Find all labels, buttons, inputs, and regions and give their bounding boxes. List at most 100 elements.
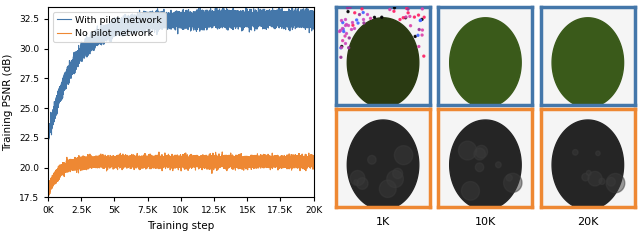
Text: 10K: 10K [475,217,496,227]
Point [417,7,428,11]
X-axis label: Training step: Training step [147,221,214,231]
With pilot network [234,19,242,22]
Point [338,27,348,31]
Polygon shape [599,178,605,184]
Point [401,7,412,10]
Polygon shape [474,148,485,160]
Point [358,18,368,21]
Point [340,22,351,26]
Point [340,34,350,38]
Point [336,55,346,59]
Point [347,20,357,24]
Point [339,30,349,33]
Point [415,19,426,22]
Point [405,24,415,27]
Point [336,45,346,49]
Polygon shape [506,175,513,181]
Polygon shape [348,18,419,107]
Polygon shape [350,171,365,186]
Polygon shape [393,168,403,179]
Point [419,54,429,58]
Polygon shape [394,146,413,165]
Point [340,41,350,45]
No pilot network [170,160,177,162]
No pilot network [292,160,300,163]
With pilot network [292,13,300,16]
With pilot network [44,136,52,139]
Polygon shape [354,180,358,184]
Point [346,27,356,31]
Point [410,15,420,19]
No pilot network [218,151,226,153]
No pilot network [44,191,52,194]
Point [359,21,369,25]
Point [395,18,405,21]
Polygon shape [476,145,488,158]
Y-axis label: Training PSNR (dB): Training PSNR (dB) [3,54,13,151]
Point [401,16,411,20]
Polygon shape [476,163,484,172]
Point [401,15,411,19]
Polygon shape [606,173,625,193]
No pilot network [205,161,212,164]
Text: 20K: 20K [577,217,598,227]
No pilot network [110,161,118,164]
With pilot network [110,22,118,24]
With pilot network [170,17,177,20]
Point [389,6,399,10]
Point [389,9,399,13]
Polygon shape [461,182,479,200]
Polygon shape [596,151,600,156]
Point [344,46,354,50]
Point [357,7,367,11]
Point [417,33,428,37]
Point [349,26,360,29]
Point [419,15,429,19]
Polygon shape [552,120,623,210]
Polygon shape [348,120,419,210]
No pilot network [45,197,52,200]
Point [415,18,426,22]
Point [358,11,369,14]
Point [345,5,355,9]
Point [417,18,427,21]
With pilot network [205,13,212,16]
Point [337,39,348,43]
Polygon shape [573,149,578,155]
Point [385,8,395,12]
With pilot network [44,140,52,142]
Legend: With pilot network, No pilot network: With pilot network, No pilot network [52,12,166,42]
Point [413,13,424,17]
Point [404,15,415,18]
Point [355,13,365,16]
Polygon shape [387,170,403,188]
Polygon shape [504,173,522,192]
Polygon shape [380,180,396,197]
Point [413,45,424,48]
Point [351,18,362,22]
Point [349,11,360,15]
Polygon shape [450,120,521,210]
Point [340,24,350,27]
No pilot network [234,162,242,164]
Polygon shape [367,155,376,164]
Point [342,23,353,27]
No pilot network [214,158,222,161]
Point [403,7,413,11]
Point [369,16,380,19]
Point [337,26,348,30]
Point [343,10,353,13]
Point [342,6,353,10]
Line: No pilot network: No pilot network [48,152,314,199]
Polygon shape [582,173,589,181]
Point [377,15,387,19]
Polygon shape [588,171,602,186]
Polygon shape [458,141,477,160]
Point [362,12,372,16]
Point [413,33,423,37]
Polygon shape [586,170,591,176]
Polygon shape [450,18,521,107]
Point [335,29,345,32]
Point [337,45,347,48]
Polygon shape [356,178,368,189]
